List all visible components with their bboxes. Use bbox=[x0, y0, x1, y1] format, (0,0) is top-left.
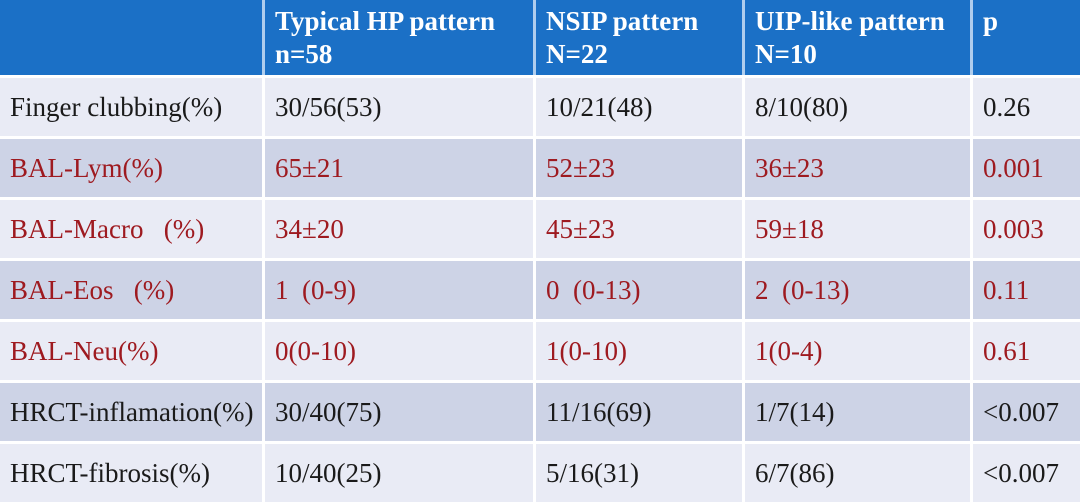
table-cell: 11/16(69) bbox=[533, 383, 742, 441]
row-label: BAL-Eos (%) bbox=[0, 261, 262, 319]
table-cell: 1 (0-9) bbox=[262, 261, 533, 319]
table-cell: 0(0-10) bbox=[262, 322, 533, 380]
row-label: BAL-Neu(%) bbox=[0, 322, 262, 380]
table-row-bal-macro: BAL-Macro (%) 34±20 45±23 59±18 0.003 bbox=[0, 200, 1080, 258]
column-header-label: UIP-like pattern N=10 bbox=[755, 6, 945, 69]
table-header-row: Typical HP pattern n=58 NSIP pattern N=22 … bbox=[0, 0, 1080, 75]
table-cell: 65±21 bbox=[262, 139, 533, 197]
table-cell: 1(0-10) bbox=[533, 322, 742, 380]
header-cell-typical-hp: Typical HP pattern n=58 bbox=[262, 0, 533, 75]
row-label: Finger clubbing(%) bbox=[0, 78, 262, 136]
row-label: BAL-Lym(%) bbox=[0, 139, 262, 197]
table-cell: 8/10(80) bbox=[742, 78, 970, 136]
table-cell: 36±23 bbox=[742, 139, 970, 197]
table-row-finger-clubbing: Finger clubbing(%) 30/56(53) 10/21(48) 8… bbox=[0, 78, 1080, 136]
table-row-hrct-fibrosis: HRCT-fibrosis(%) 10/40(25) 5/16(31) 6/7(… bbox=[0, 444, 1080, 502]
table-row-bal-neu: BAL-Neu(%) 0(0-10) 1(0-10) 1(0-4) 0.61 bbox=[0, 322, 1080, 380]
p-value-cell: <0.007 bbox=[970, 383, 1080, 441]
table-cell: 52±23 bbox=[533, 139, 742, 197]
column-header-label: p bbox=[983, 6, 999, 36]
table-row-bal-eos: BAL-Eos (%) 1 (0-9) 0 (0-13) 2 (0-13) 0.… bbox=[0, 261, 1080, 319]
table-cell: 45±23 bbox=[533, 200, 742, 258]
table-cell: 10/21(48) bbox=[533, 78, 742, 136]
p-value-cell: 0.61 bbox=[970, 322, 1080, 380]
table-cell: 6/7(86) bbox=[742, 444, 970, 502]
p-value-cell: 0.001 bbox=[970, 139, 1080, 197]
column-header-label: Typical HP pattern n=58 bbox=[275, 6, 495, 69]
table-cell: 34±20 bbox=[262, 200, 533, 258]
table-cell: 0 (0-13) bbox=[533, 261, 742, 319]
p-value-cell: 0.26 bbox=[970, 78, 1080, 136]
header-cell-empty bbox=[0, 0, 262, 75]
header-cell-nsip: NSIP pattern N=22 bbox=[533, 0, 742, 75]
table-cell: 30/40(75) bbox=[262, 383, 533, 441]
row-label: HRCT-inflamation(%) bbox=[0, 383, 262, 441]
table-row-hrct-inflamation: HRCT-inflamation(%) 30/40(75) 11/16(69) … bbox=[0, 383, 1080, 441]
column-header-label: NSIP pattern N=22 bbox=[546, 6, 699, 69]
p-value-cell: 0.003 bbox=[970, 200, 1080, 258]
header-cell-p-value: p bbox=[970, 0, 1080, 75]
header-cell-uip-like: UIP-like pattern N=10 bbox=[742, 0, 970, 75]
table-row-bal-lym: BAL-Lym(%) 65±21 52±23 36±23 0.001 bbox=[0, 139, 1080, 197]
p-value-cell: 0.11 bbox=[970, 261, 1080, 319]
table-cell: 5/16(31) bbox=[533, 444, 742, 502]
table-cell: 1/7(14) bbox=[742, 383, 970, 441]
table-cell: 10/40(25) bbox=[262, 444, 533, 502]
table-cell: 30/56(53) bbox=[262, 78, 533, 136]
table-cell: 1(0-4) bbox=[742, 322, 970, 380]
table-cell: 2 (0-13) bbox=[742, 261, 970, 319]
row-label: HRCT-fibrosis(%) bbox=[0, 444, 262, 502]
row-label: BAL-Macro (%) bbox=[0, 200, 262, 258]
table-cell: 59±18 bbox=[742, 200, 970, 258]
p-value-cell: <0.007 bbox=[970, 444, 1080, 502]
